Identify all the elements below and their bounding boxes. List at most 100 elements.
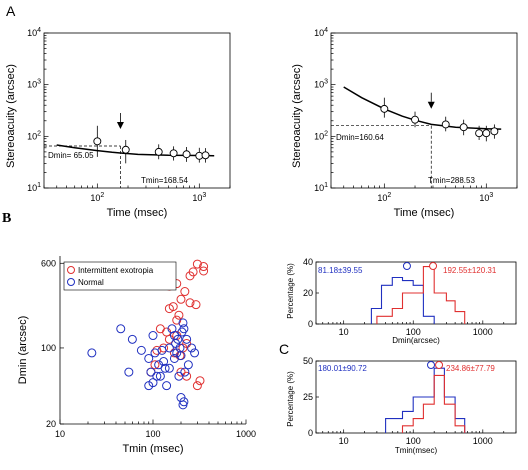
panel-a-left: Stereoacuity (arcsec) Time (msec) Dmin= … xyxy=(5,27,231,219)
scatter-point xyxy=(182,334,192,344)
y-tick-label: 40 xyxy=(303,257,313,267)
plot-frame xyxy=(330,32,518,189)
legend-label-normal: Normal xyxy=(78,278,104,287)
scatter-point xyxy=(155,324,165,334)
scatter-point xyxy=(162,381,172,391)
y-axis-label: Stereoacuity (arcsec) xyxy=(5,64,17,168)
x-tick-label: 100 xyxy=(406,436,421,446)
scatter-point xyxy=(87,348,97,358)
scatter-point xyxy=(172,315,182,325)
scatter-point xyxy=(190,348,200,358)
y-tick-label: 25 xyxy=(303,392,313,402)
scatter-point xyxy=(192,259,202,269)
scatter-point xyxy=(157,345,167,355)
data-point xyxy=(154,147,163,156)
blue-mean-label: 180.01±90.72 xyxy=(318,364,367,373)
y-tick-label: 102 xyxy=(314,130,328,141)
histogram-red xyxy=(376,266,466,324)
y-tick-label: 0 xyxy=(308,428,313,438)
x-tick-label: 10 xyxy=(339,327,349,337)
panel-b-scatter: Dmin (arcsec) Tmin (msec) 20 100 600 10 100 1… xyxy=(17,256,256,455)
y-tick-label: 0 xyxy=(308,319,313,329)
mean-marker-red xyxy=(435,361,444,369)
x-axis-label: Time (msec) xyxy=(107,207,168,219)
histogram-blue xyxy=(370,276,435,324)
data-point xyxy=(411,115,419,124)
y-tick-label: 20 xyxy=(46,419,56,429)
y-axis-label: Dmin (arcsec) xyxy=(17,316,29,384)
scatter-point xyxy=(195,376,205,386)
y-tick-label: 100 xyxy=(41,343,56,353)
data-point xyxy=(93,137,102,146)
legend-marker-normal xyxy=(67,278,75,286)
tmin-arrow-head xyxy=(116,121,124,129)
x-tick-label: 10 xyxy=(55,429,65,439)
panel-label-c: C xyxy=(279,341,289,357)
tmin-arrow-head xyxy=(427,101,435,109)
scatter-point xyxy=(179,324,189,334)
scatter-point xyxy=(160,363,170,373)
data-point xyxy=(182,150,191,159)
scatter-point xyxy=(152,345,162,355)
mean-marker-red xyxy=(429,262,438,270)
data-point xyxy=(482,129,491,138)
scatter-point xyxy=(144,353,154,363)
scatter-point xyxy=(199,262,209,272)
scatter-point xyxy=(187,343,197,353)
series-normal xyxy=(87,318,200,410)
x-tick-label: 1000 xyxy=(236,429,256,439)
x-axis-label: Tmin(msec) xyxy=(395,446,438,455)
y-tick-label: 103 xyxy=(314,79,328,90)
data-point xyxy=(475,129,484,138)
scatter-point xyxy=(180,287,190,297)
y-tick-label: 104 xyxy=(314,27,328,38)
scatter-point xyxy=(185,271,195,281)
legend-marker-exotropia xyxy=(67,266,75,274)
y-axis-label: Percentage (%) xyxy=(286,371,295,427)
mean-marker-blue xyxy=(402,262,411,270)
scatter-point xyxy=(164,363,174,373)
scatter-point xyxy=(185,298,195,308)
scatter-point xyxy=(152,371,162,381)
scatter-point xyxy=(192,381,202,391)
scatter-point xyxy=(164,343,174,353)
scatter-point xyxy=(169,353,179,363)
panel-b-histogram: Percentage (%) Dmin(arcsec) 81.18±39.55 … xyxy=(286,257,517,345)
scatter-point xyxy=(159,357,169,367)
y-axis-label: Percentage (%) xyxy=(286,263,295,319)
legend-box xyxy=(63,261,177,291)
y-tick-label: 101 xyxy=(27,182,41,193)
x-tick-label: 103 xyxy=(479,192,493,203)
panel-a-right: Stereoacuity (arcsec) Time (msec) Dmin=1… xyxy=(291,27,518,219)
histogram-blue xyxy=(385,367,466,433)
y-tick-label: 101 xyxy=(314,182,328,193)
data-point xyxy=(441,120,450,129)
dmin-annotation: Dmin= 65.05 xyxy=(48,151,94,160)
x-tick-label: 103 xyxy=(192,192,206,203)
y-tick-label: 20 xyxy=(303,288,313,298)
scatter-point xyxy=(167,324,177,334)
red-mean-label: 234.86±77.79 xyxy=(446,364,495,373)
scatter-point xyxy=(173,334,183,344)
legend: Intermittent exotropia Normal xyxy=(63,261,177,291)
data-point xyxy=(459,123,468,132)
histogram-red xyxy=(401,374,466,433)
scatter-point xyxy=(180,367,190,377)
data-point xyxy=(201,151,210,160)
y-tick-label: 600 xyxy=(41,258,56,268)
x-tick-label: 1000 xyxy=(473,436,493,446)
x-tick-label: 100 xyxy=(145,429,160,439)
y-tick-label: 104 xyxy=(27,27,41,38)
data-point xyxy=(380,104,389,113)
x-axis-label: Tmin (msec) xyxy=(122,443,183,455)
scatter-point xyxy=(124,367,134,377)
scatter-point xyxy=(127,334,137,344)
tmin-annotation: Tmin=168.54 xyxy=(141,176,188,185)
x-tick-label: 1000 xyxy=(473,327,493,337)
x-tick-label: 102 xyxy=(377,192,391,203)
scatter-point xyxy=(174,371,184,381)
scatter-point xyxy=(150,360,160,370)
data-point xyxy=(490,127,499,136)
scatter-point xyxy=(176,294,186,304)
